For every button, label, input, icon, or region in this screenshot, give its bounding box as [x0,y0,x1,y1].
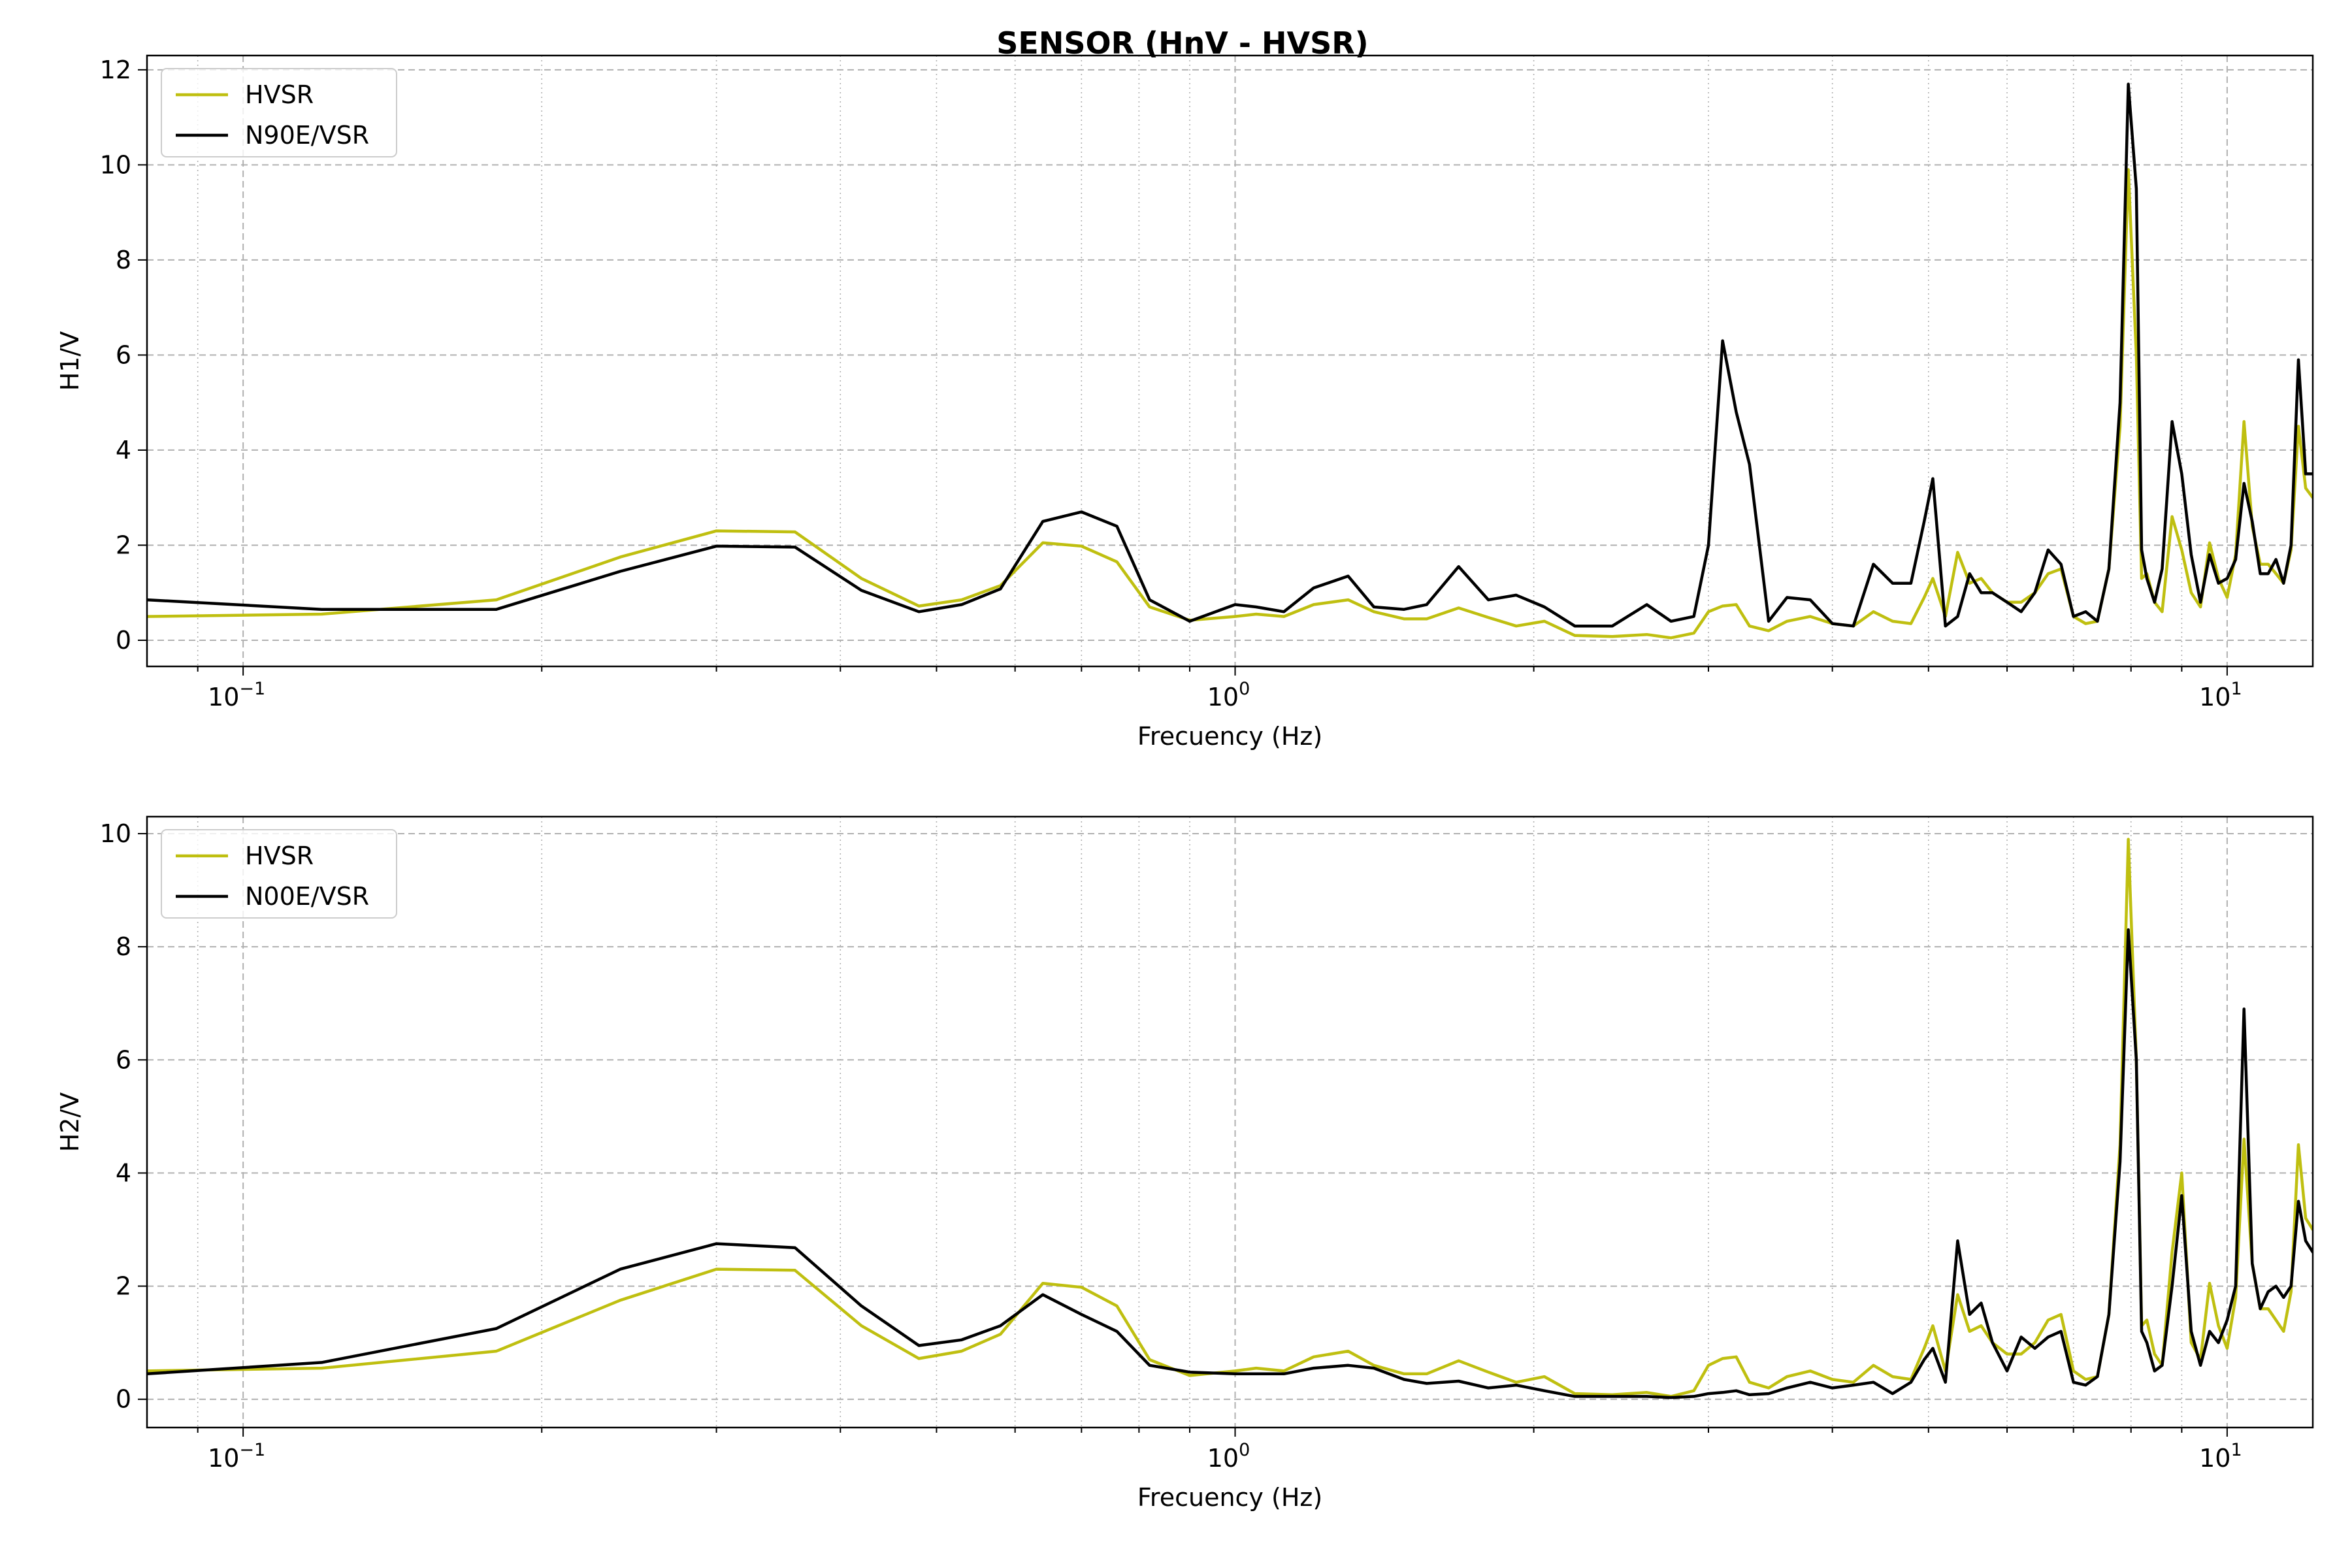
h2v-y-tick-label: 6 [116,1045,131,1074]
h2v-legend-label: HVSR [245,841,314,870]
h1v-legend: HVSR N90E/VSR [161,68,397,157]
h2v-plot-area [147,838,2313,1399]
h1v-ticks: 10−1 100 101 0 2 4 6 8 10 12 [100,56,2242,711]
h1v-y-tick-label: 0 [116,626,131,655]
h1v-y-tick-label: 8 [116,246,131,274]
h2v-y-tick-label: 10 [100,819,131,848]
h2v-x-axis-label: Frecuency (Hz) [1137,1483,1322,1512]
h1v-legend-label: HVSR [245,80,314,109]
h1v-legend-label: N90E/VSR [245,121,369,150]
h2v-x-tick-label: 10−1 [208,1440,265,1473]
h2v-y-axis-label: H2/V [56,1092,84,1152]
h1v-series-n90e-vsr-line [147,82,2313,628]
h2v-series-n00e-vsr-line [147,928,2313,1399]
h1v-y-tick-label: 2 [116,531,131,559]
h1v-x-tick-label: 101 [2199,679,2242,711]
h2v-panel: 10−1 100 101 0 2 4 6 8 10 Frecuency (Hz) H2/V HV… [56,815,2314,1512]
h2v-y-tick-label: 8 [116,932,131,961]
h2v-axes-frame [146,815,2314,1429]
h1v-y-tick-label: 6 [116,340,131,369]
h2v-legend: HVSR N00E/VSR [161,829,397,919]
h2v-legend-label: N00E/VSR [245,882,369,911]
h1v-y-tick-label: 10 [100,150,131,179]
h2v-y-tick-label: 2 [116,1272,131,1301]
h2v-x-tick-label: 101 [2199,1440,2242,1473]
h1v-plot-area [147,82,2313,640]
h1v-grid [147,56,2313,666]
h1v-y-tick-label: 12 [100,56,131,84]
h1v-axes-frame [146,54,2314,668]
h2v-ticks: 10−1 100 101 0 2 4 6 8 10 [100,819,2242,1473]
h1v-x-tick-label: 100 [1207,679,1250,711]
h1v-x-axis-label: Frecuency (Hz) [1137,722,1322,751]
h2v-y-tick-label: 4 [116,1158,131,1187]
h1v-x-tick-label: 10−1 [208,679,265,711]
h2v-y-tick-label: 0 [116,1385,131,1414]
h1v-y-tick-label: 4 [116,436,131,465]
h1v-y-axis-label: H1/V [56,331,84,391]
h2v-x-tick-label: 100 [1207,1440,1250,1473]
